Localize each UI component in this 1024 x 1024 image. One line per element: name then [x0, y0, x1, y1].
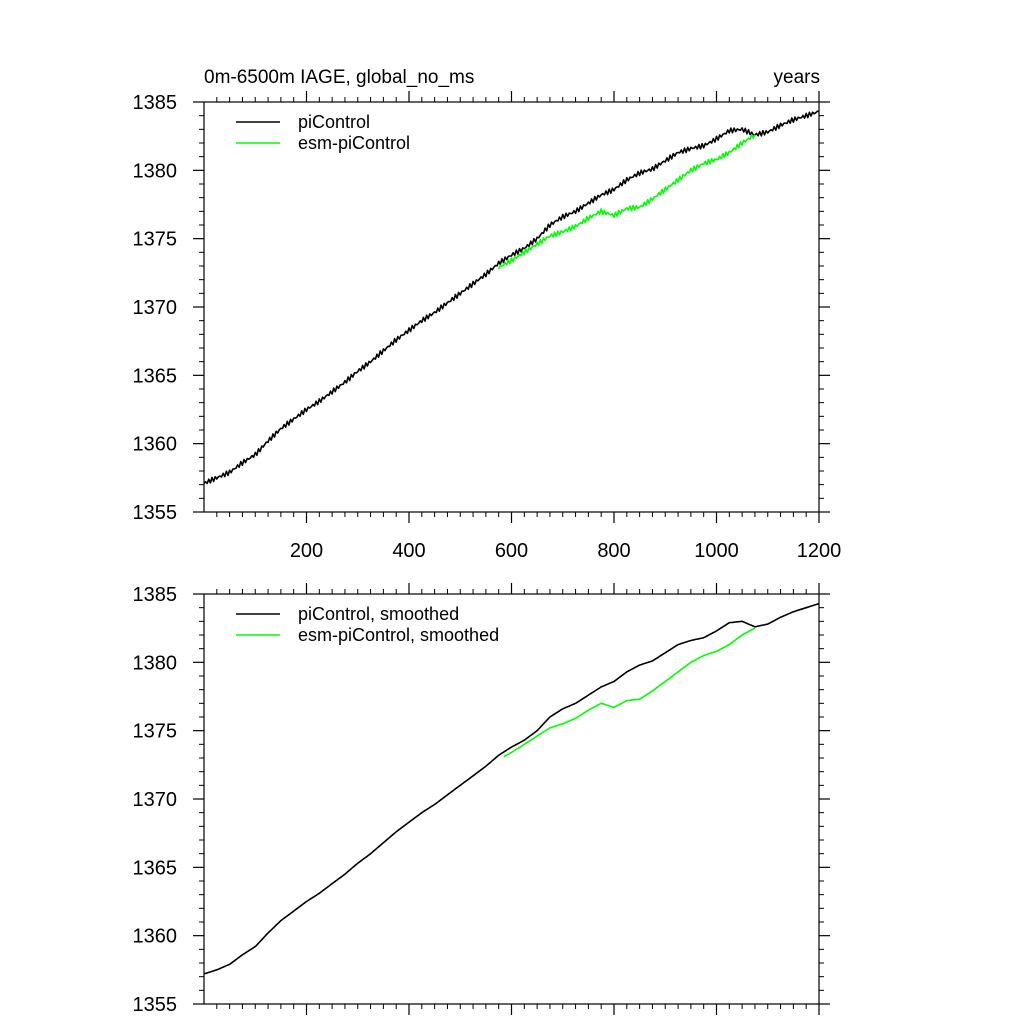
y-tick-label: 1370 — [133, 789, 178, 811]
y-tick-label: 1380 — [133, 652, 178, 674]
series-line-esm-picontrol — [503, 627, 756, 758]
legend-label: esm-piControl — [298, 133, 410, 153]
x-tick-label: 200 — [290, 540, 323, 562]
y-tick-label: 1385 — [133, 92, 178, 114]
x-tick-label: 1000 — [694, 540, 739, 562]
x-tick-label: 400 — [392, 540, 425, 562]
y-tick-label: 1370 — [133, 297, 178, 319]
legend-label: esm-piControl, smoothed — [298, 625, 499, 645]
series-line-esm-picontrol — [497, 134, 756, 270]
y-tick-label: 1380 — [133, 160, 178, 182]
series-line-picontrol — [203, 110, 820, 485]
plot-frame — [203, 593, 820, 1005]
x-tick-label: 600 — [495, 540, 528, 562]
series-line-picontrol — [203, 602, 820, 975]
plot-frame — [203, 101, 820, 513]
x-tick-label: 1200 — [797, 540, 842, 562]
y-tick-label: 1365 — [133, 365, 178, 387]
x-tick-label: 800 — [597, 540, 630, 562]
legend-label: piControl, smoothed — [298, 604, 459, 624]
top-panel: 0m-6500m IAGE, global_no_ms years 200 400… — [133, 67, 842, 562]
y-tick-label: 1375 — [133, 721, 178, 743]
y-tick-label: 1360 — [133, 926, 178, 948]
y-tick-label: 1375 — [133, 229, 178, 251]
chart-title-right: years — [774, 67, 820, 88]
legend-label: piControl — [298, 112, 370, 132]
bottom-panel: 1355 1360 1365 1370 1375 1380 1385 piControl, s… — [133, 583, 830, 1016]
y-tick-label: 1360 — [133, 434, 178, 456]
y-tick-label: 1355 — [133, 502, 178, 524]
y-tick-label: 1355 — [133, 994, 178, 1016]
y-tick-label: 1365 — [133, 857, 178, 879]
chart-title: 0m-6500m IAGE, global_no_ms — [204, 67, 474, 88]
y-tick-label: 1385 — [133, 584, 178, 606]
